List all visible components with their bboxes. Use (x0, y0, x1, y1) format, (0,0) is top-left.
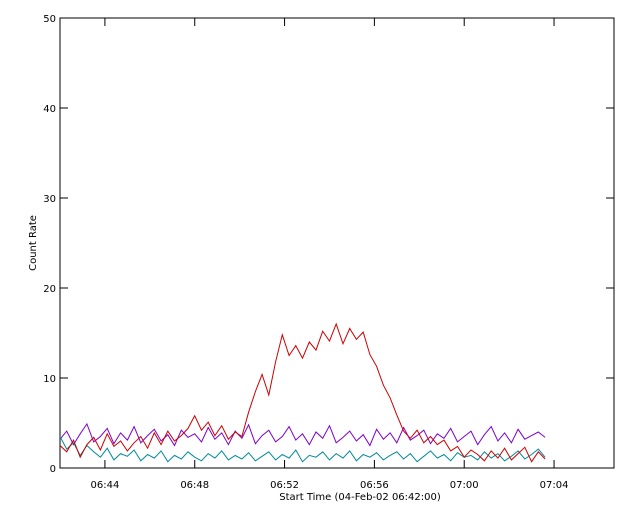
y-axis-label: Count Rate (28, 215, 39, 271)
x-tick-label: 06:48 (180, 480, 209, 491)
x-tick-label: 07:04 (540, 480, 569, 491)
y-tick-label: 40 (43, 104, 56, 115)
series-line (59, 422, 546, 447)
y-tick-label: 0 (50, 464, 56, 475)
x-tick-label: 06:56 (360, 480, 389, 491)
x-tick-label: 07:00 (450, 480, 479, 491)
y-tick-label: 20 (43, 284, 56, 295)
series-line (59, 322, 546, 463)
y-tick-label: 50 (43, 14, 56, 25)
y-tick-label: 10 (43, 374, 56, 385)
x-tick-label: 06:44 (90, 480, 119, 491)
x-axis-label: Start Time (04-Feb-02 06:42:00) (279, 492, 441, 503)
y-tick-label: 30 (43, 194, 56, 205)
series-line (59, 436, 546, 463)
x-tick-label: 06:52 (270, 480, 299, 491)
plot-frame (59, 17, 615, 469)
